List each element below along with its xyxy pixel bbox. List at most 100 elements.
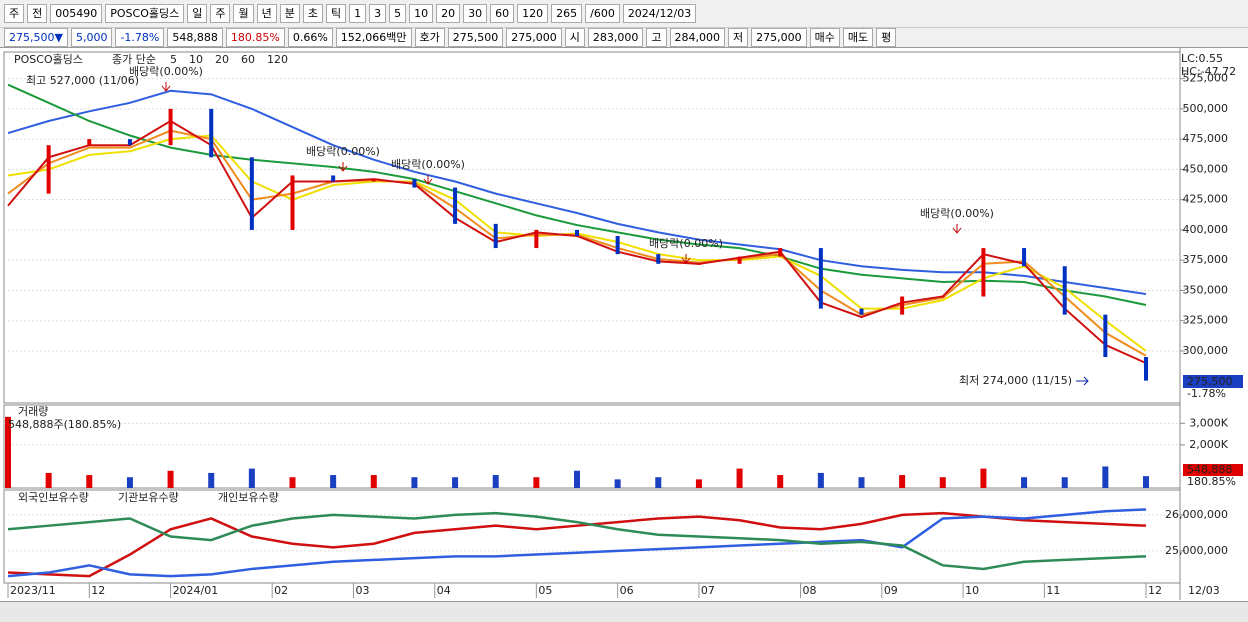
bar <box>289 477 296 488</box>
volume-panel <box>3 404 1181 489</box>
x-tick-label: 2023/11 <box>10 584 56 597</box>
toolbar-item[interactable]: 180.85% <box>225 28 285 47</box>
series-line <box>7 511 1147 578</box>
toolbar-item[interactable]: 548,888 <box>167 28 223 47</box>
bar <box>492 475 499 488</box>
legend-entry: 5 <box>170 53 177 66</box>
toolbar-item[interactable]: 20 <box>436 4 461 23</box>
legend-entry: 60 <box>241 53 255 66</box>
toolbar-item[interactable]: 152,066백만 <box>335 28 412 47</box>
x-tick-label: 10 <box>965 584 979 597</box>
toolbar-item[interactable]: 틱 <box>325 4 347 23</box>
bar <box>655 477 662 488</box>
x-tick-label: 09 <box>884 584 898 597</box>
bar <box>980 468 987 488</box>
toolbar-item[interactable]: 30 <box>463 4 488 23</box>
legend-entry: 외국인보유수량 <box>18 491 89 504</box>
toolbar-item[interactable]: 275,500 <box>447 28 504 47</box>
candle <box>331 175 336 182</box>
x-tick-label: 02 <box>274 584 288 597</box>
x-tick-label: 04 <box>437 584 451 597</box>
candle <box>453 187 458 224</box>
bar <box>5 416 11 488</box>
toolbar-item[interactable]: 3 <box>369 4 387 23</box>
toolbar-item[interactable]: 매수 <box>809 28 840 47</box>
bar <box>452 477 459 488</box>
toolbar-item[interactable]: /600 <box>585 4 620 23</box>
bar <box>899 475 906 488</box>
toolbar-item[interactable]: 년 <box>256 4 277 23</box>
toolbar-item[interactable]: 저 <box>728 28 749 47</box>
bar <box>167 470 174 488</box>
annotation: 배당락(0.00%) <box>129 65 203 78</box>
series-line <box>7 508 1147 578</box>
toolbar-item[interactable]: 평 <box>876 28 897 47</box>
last-change: -1.78% <box>1187 387 1226 400</box>
toolbar-item[interactable]: -1.78% <box>115 28 165 47</box>
toolbar-item[interactable]: 고 <box>646 28 667 47</box>
toolbar-item[interactable]: 일 <box>187 4 208 23</box>
y-tick-label: 2,000K <box>1189 438 1228 451</box>
last-volume-box <box>1183 464 1243 476</box>
toolbar-item[interactable]: 275,000 <box>751 28 807 47</box>
toolbar-item[interactable]: 120 <box>517 4 549 23</box>
last-price: 275,500 <box>1187 375 1233 388</box>
candle <box>981 248 986 297</box>
bar <box>86 475 93 488</box>
toolbar-item[interactable]: 호가 <box>414 28 445 47</box>
x-tick-label: 11 <box>1046 584 1060 597</box>
toolbar-item[interactable]: POSCO홀딩스 <box>105 4 185 23</box>
toolbar-item[interactable]: 초 <box>302 4 323 23</box>
toolbar-item[interactable]: 매도 <box>842 28 874 47</box>
toolbar-item[interactable]: 275,000 <box>506 28 562 47</box>
candle <box>493 223 498 249</box>
candle <box>900 296 905 315</box>
last-price-box <box>1183 375 1243 388</box>
toolbar-item[interactable]: 284,000 <box>669 28 726 47</box>
toolbar-item[interactable]: 60 <box>490 4 515 23</box>
y-tick-label: 25,000,000 <box>1165 544 1228 557</box>
candle <box>575 229 579 236</box>
y-tick-label: 3,000K <box>1189 416 1228 429</box>
toolbar-item[interactable]: 5 <box>389 4 407 23</box>
toolbar-item[interactable]: 2024/12/03 <box>622 4 697 23</box>
toolbar-item[interactable]: 전 <box>27 4 48 23</box>
toolbar-item[interactable]: 분 <box>279 4 300 23</box>
toolbar-item[interactable]: 5,000 <box>70 28 113 47</box>
candle <box>656 254 661 264</box>
bar <box>45 472 52 488</box>
toolbar-item[interactable]: 1 <box>349 4 367 23</box>
toolbar-item[interactable]: 0.66% <box>287 28 333 47</box>
bar <box>1061 477 1068 488</box>
bar <box>574 470 580 488</box>
candle <box>168 108 173 146</box>
toolbar-item[interactable]: 10 <box>409 4 434 23</box>
y-tick-label: 300,000 <box>1183 344 1229 357</box>
scroll-bar[interactable] <box>0 601 1248 622</box>
toolbar-item[interactable]: 주 <box>210 4 231 23</box>
toolbar-item[interactable]: 005490 <box>50 4 103 23</box>
toolbar-item[interactable]: 283,000 <box>587 28 644 47</box>
candle <box>1062 266 1067 315</box>
bar <box>817 472 824 488</box>
candle <box>1103 314 1108 358</box>
x-tick-label: 07 <box>701 584 715 597</box>
bar <box>939 477 946 488</box>
x-tick-label: 03 <box>355 584 369 597</box>
toolbar-item[interactable]: 275,500▼ <box>4 28 68 47</box>
chart-title: POSCO홀딩스 <box>14 53 83 66</box>
toolbar-item[interactable]: 시 <box>564 28 585 47</box>
toolbar-item[interactable]: 주 <box>4 4 25 23</box>
candle <box>249 157 254 230</box>
annotation: 배당락(0.00%) <box>920 207 994 220</box>
bar <box>248 468 255 488</box>
x-tick-label: 08 <box>803 584 817 597</box>
toolbar-item[interactable]: 265 <box>551 4 583 23</box>
annotation: 배당락(0.00%) <box>649 237 723 250</box>
toolbar-item[interactable]: 월 <box>233 4 254 23</box>
ownership-panel <box>3 489 1181 584</box>
x-tick-label: 12 <box>1148 584 1162 597</box>
annotation: 배당락(0.00%) <box>306 145 380 158</box>
candle <box>1022 248 1027 267</box>
